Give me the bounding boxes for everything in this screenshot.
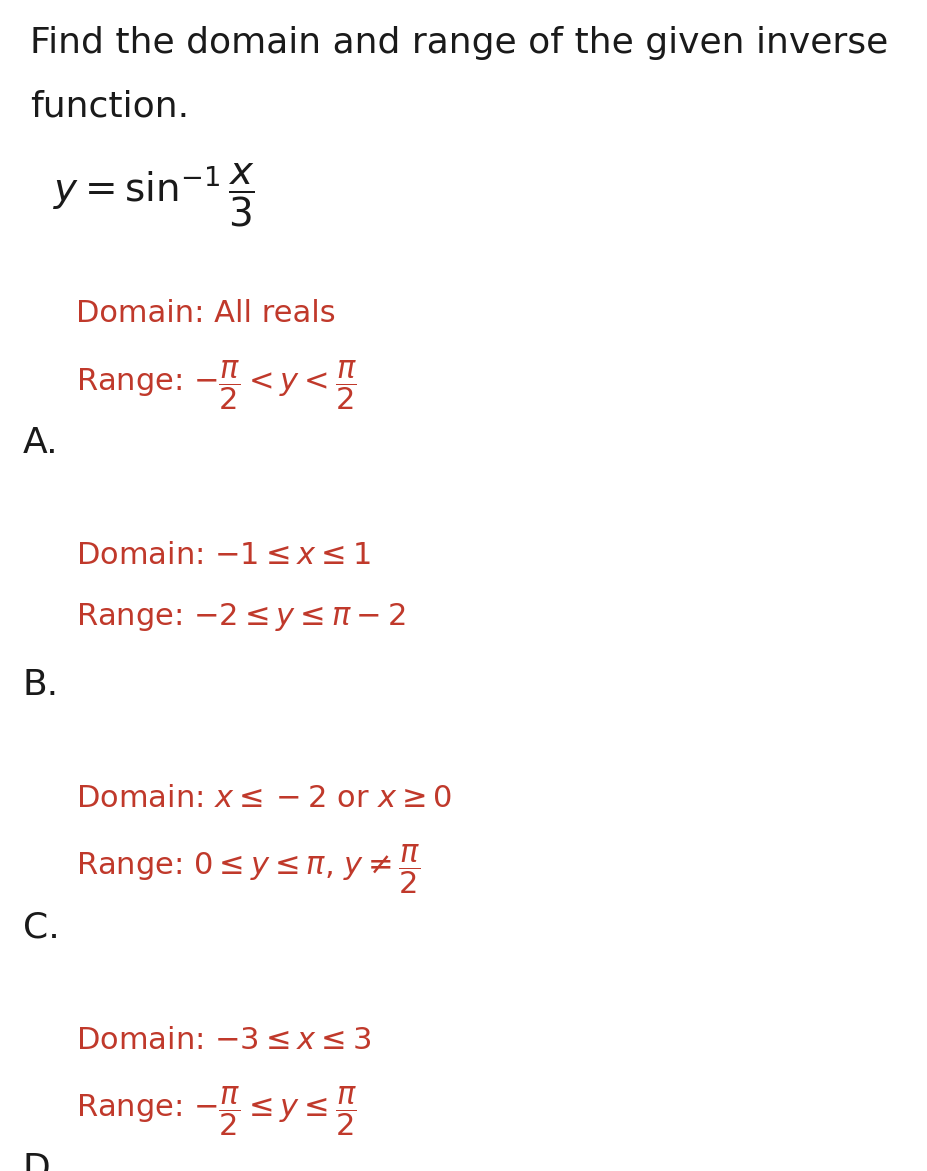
Text: Domain: All reals: Domain: All reals <box>76 300 336 328</box>
Text: Domain: $-1 \leq x \leq 1$: Domain: $-1 \leq x \leq 1$ <box>76 541 370 570</box>
Text: $y = \sin^{-1}\dfrac{x}{3}$: $y = \sin^{-1}\dfrac{x}{3}$ <box>53 162 255 228</box>
Text: A.: A. <box>23 426 58 460</box>
Text: Domain: $-3 \leq x \leq 3$: Domain: $-3 \leq x \leq 3$ <box>76 1026 371 1055</box>
Text: Range: $0 \leq y \leq \pi$, $y \neq \dfrac{\pi}{2}$: Range: $0 \leq y \leq \pi$, $y \neq \dfr… <box>76 843 420 896</box>
Text: function.: function. <box>31 90 189 124</box>
Text: Domain: $x \leq -2$ or $x \geq 0$: Domain: $x \leq -2$ or $x \geq 0$ <box>76 783 451 813</box>
Text: Find the domain and range of the given inverse: Find the domain and range of the given i… <box>31 26 888 60</box>
Text: Range: $-2 \leq y \leq \pi - 2$: Range: $-2 \leq y \leq \pi - 2$ <box>76 601 405 632</box>
Text: B.: B. <box>23 669 59 703</box>
Text: Range: $-\dfrac{\pi}{2} \leq y \leq \dfrac{\pi}{2}$: Range: $-\dfrac{\pi}{2} \leq y \leq \dfr… <box>76 1084 356 1138</box>
Text: D.: D. <box>23 1152 62 1171</box>
Text: C.: C. <box>23 910 59 944</box>
Text: Range: $-\dfrac{\pi}{2} < y < \dfrac{\pi}{2}$: Range: $-\dfrac{\pi}{2} < y < \dfrac{\pi… <box>76 358 356 412</box>
